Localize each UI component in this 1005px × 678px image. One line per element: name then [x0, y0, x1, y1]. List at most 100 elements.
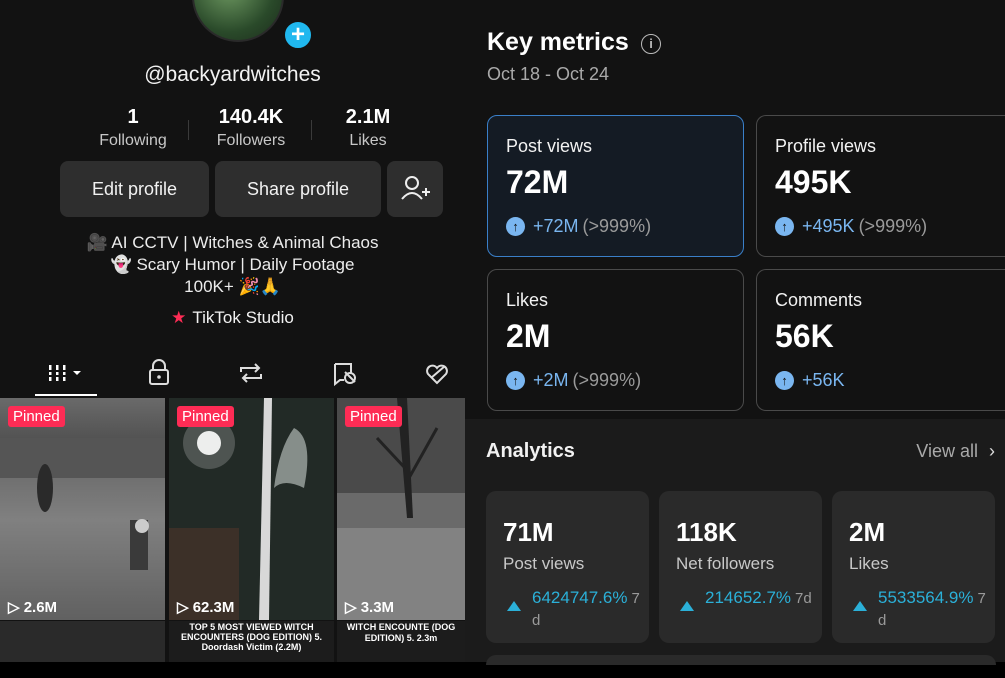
change-value: +56K: [802, 370, 845, 390]
tab-tagged[interactable]: [325, 358, 365, 388]
tab-videos[interactable]: [46, 358, 86, 388]
metric-value: 56K: [775, 318, 834, 354]
studio-label: TikTok Studio: [192, 308, 294, 327]
metric-card-likes[interactable]: Likes 2M ↑ +2M (>999%): [487, 269, 744, 411]
pinned-badge: Pinned: [8, 406, 65, 427]
tagged-icon: [334, 363, 356, 387]
video-thumbnail[interactable]: [0, 621, 165, 662]
username: @backyardwitches: [144, 63, 321, 86]
metric-change: ↑ +56K: [775, 370, 849, 391]
metric-label: Post views: [506, 136, 593, 156]
stat-value: 1: [127, 106, 139, 128]
analytics-label: Net followers: [676, 554, 775, 573]
date-range: Oct 18 - Oct 24: [487, 64, 610, 84]
analytics-card-post-views[interactable]: 71M Post views 6424747.6% 7d: [486, 491, 649, 643]
tab-liked[interactable]: [417, 358, 457, 388]
change-percent: (>999%): [582, 216, 652, 236]
analytics-card-net-followers[interactable]: 118K Net followers 214652.7% 7d: [659, 491, 822, 643]
tab-reposts[interactable]: [231, 358, 271, 388]
profile-panel: + @backyardwitches 1 Following 140.4K Fo…: [0, 0, 465, 662]
metric-value: 72M: [506, 164, 569, 200]
tiktok-studio-link[interactable]: ★ TikTok Studio: [0, 308, 465, 328]
metric-card-profile-views[interactable]: Profile views 495K ↑ +495K (>999%): [756, 115, 1005, 257]
change-period: 7d: [795, 590, 812, 607]
change-period: 7d: [532, 590, 640, 629]
next-card-edge: [486, 655, 996, 665]
chevron-right-icon: ›: [989, 441, 995, 461]
add-user-icon: [401, 176, 430, 200]
analytics-title: Analytics: [486, 440, 575, 462]
thumbnail-caption: WITCH ENCOUNTE (DOG EDITION) 5. 2.3m: [346, 622, 456, 643]
metric-card-post-views[interactable]: Post views 72M ↑ +72M (>999%): [487, 115, 744, 257]
metric-change: ↑ +2M (>999%): [506, 370, 641, 391]
repost-icon: [240, 363, 262, 383]
change-percent: 5533564.9%: [878, 588, 974, 607]
view-count: 3.3M: [360, 599, 395, 616]
studio-icon: ★: [171, 308, 187, 327]
analytics-change: 5533564.9% 7d: [878, 587, 988, 631]
stat-label: Following: [99, 132, 167, 149]
divider: [188, 120, 189, 140]
view-all-link[interactable]: View all ›: [916, 441, 995, 462]
metric-change: ↑ +72M (>999%): [506, 216, 651, 237]
metric-value: 2M: [506, 318, 551, 354]
divider: [311, 120, 312, 140]
pinned-badge: Pinned: [177, 406, 234, 427]
view-all-label: View all: [916, 441, 978, 461]
info-icon[interactable]: i: [641, 34, 661, 54]
triangle-up-icon: [507, 601, 521, 611]
add-friend-button[interactable]: [387, 161, 443, 217]
stat-label: Followers: [216, 132, 286, 149]
studio-panel: Key metrics i Oct 18 - Oct 24 Post views…: [465, 0, 1005, 665]
bio-line: 👻 Scary Humor | Daily Footage: [110, 255, 355, 274]
lock-icon: [149, 359, 169, 385]
stat-likes[interactable]: 2.1M Likes: [303, 106, 433, 150]
change-value: +495K: [802, 216, 855, 236]
analytics-value: 71M: [503, 517, 554, 547]
bio-line: 🎥 AI CCTV | Witches & Animal Chaos: [86, 233, 379, 252]
video-thumbnail[interactable]: Pinned ▷ 3.3M: [337, 398, 465, 620]
analytics-card-likes[interactable]: 2M Likes 5533564.9% 7d: [832, 491, 995, 643]
change-value: +2M: [533, 370, 569, 390]
video-preview: [337, 398, 465, 620]
stat-value: 2.1M: [345, 106, 391, 128]
video-thumbnail[interactable]: Pinned ▷ 62.3M: [169, 398, 334, 620]
analytics-label: Post views: [503, 554, 585, 573]
arrow-up-icon: ↑: [775, 371, 794, 390]
stat-following[interactable]: 1 Following: [68, 106, 198, 150]
analytics-value: 118K: [676, 517, 737, 547]
change-period: 7d: [878, 590, 986, 629]
analytics-change: 6424747.6% 7d: [532, 587, 642, 631]
tab-private[interactable]: [139, 358, 179, 388]
videos-grid-icon: [49, 365, 81, 381]
avatar[interactable]: [192, 0, 284, 42]
change-percent: 214652.7%: [705, 588, 792, 607]
arrow-up-icon: ↑: [506, 217, 525, 236]
video-thumbnail[interactable]: Pinned ▷ 2.6M: [0, 398, 165, 620]
metric-label: Profile views: [775, 136, 877, 156]
change-value: +72M: [533, 216, 579, 236]
triangle-up-icon: [680, 601, 694, 611]
add-avatar-icon[interactable]: +: [282, 19, 314, 51]
pinned-badge: Pinned: [345, 406, 402, 427]
triangle-up-icon: [853, 601, 867, 611]
video-thumbnail[interactable]: WITCH ENCOUNTE (DOG EDITION) 5. 2.3m: [337, 621, 465, 662]
stat-followers[interactable]: 140.4K Followers: [186, 106, 316, 150]
analytics-label: Likes: [849, 554, 889, 573]
metric-card-comments[interactable]: Comments 56K ↑ +56K: [756, 269, 1005, 411]
metric-change: ↑ +495K (>999%): [775, 216, 927, 237]
video-thumbnail[interactable]: TOP 5 MOST VIEWED WITCH ENCOUNTERS (DOG …: [169, 621, 334, 662]
edit-profile-button[interactable]: Edit profile: [60, 161, 209, 217]
metric-value: 495K: [775, 164, 852, 200]
active-tab-indicator: [35, 394, 97, 396]
video-preview: [169, 398, 334, 620]
analytics-change: 214652.7% 7d: [705, 587, 815, 609]
change-percent: (>999%): [572, 370, 642, 390]
stat-value: 140.4K: [218, 106, 284, 128]
metric-label: Comments: [775, 290, 863, 310]
share-profile-button[interactable]: Share profile: [215, 161, 381, 217]
key-metrics-title: Key metrics: [487, 28, 629, 56]
arrow-up-icon: ↑: [775, 217, 794, 236]
arrow-up-icon: ↑: [506, 371, 525, 390]
view-count: 2.6M: [23, 599, 58, 616]
